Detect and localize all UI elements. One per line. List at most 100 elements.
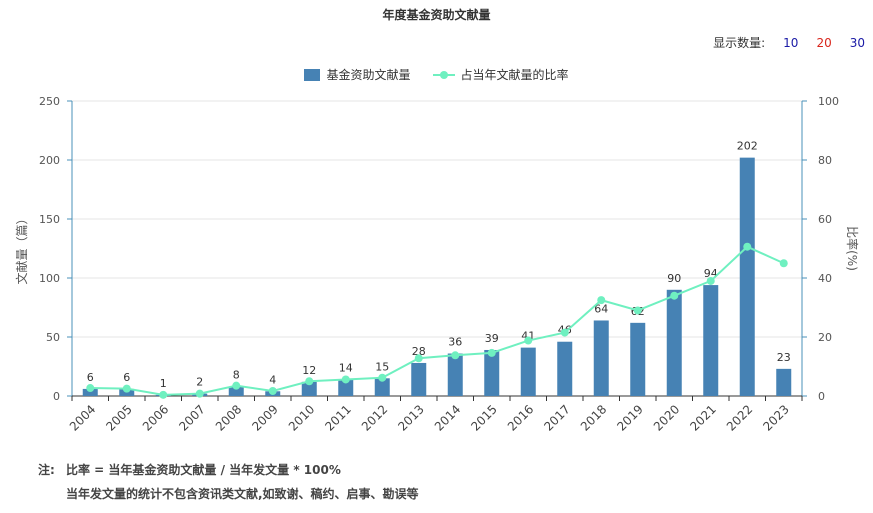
legend-bar-label: 基金资助文献量 <box>326 68 411 82</box>
notes-line-2: 当年发文量的统计不包含资讯类文献,如致谢、稿约、启事、勘误等 <box>66 487 419 501</box>
x-tick-label: 2023 <box>760 402 791 433</box>
bar-value-label: 8 <box>233 369 240 382</box>
ratio-point <box>341 375 350 384</box>
display-count-option-30[interactable]: 30 <box>849 35 865 50</box>
bar-value-label: 90 <box>667 272 681 285</box>
ratio-point <box>487 348 496 357</box>
x-tick-label: 2008 <box>213 402 244 433</box>
bar-value-label: 14 <box>339 361 353 374</box>
x-tick-label: 2005 <box>103 402 134 433</box>
y-tick-label: 50 <box>46 331 60 344</box>
ratio-point <box>560 328 569 337</box>
x-tick-label: 2022 <box>724 402 755 433</box>
ratio-point <box>414 354 423 363</box>
ratio-point <box>633 306 642 315</box>
bar <box>739 157 755 396</box>
bar-value-label: 6 <box>87 371 94 384</box>
y-tick-label: 0 <box>53 390 60 403</box>
bar-value-label: 28 <box>412 345 426 358</box>
ratio-point <box>743 242 752 251</box>
y-tick-label: 100 <box>39 272 60 285</box>
notes-line-1: 比率 = 当年基金资助文献量 / 当年发文量 * 100% <box>66 463 341 477</box>
chart-legend: 基金资助文献量 占当年文献量的比率 <box>0 66 873 83</box>
legend-item-bar[interactable]: 基金资助文献量 <box>304 66 411 83</box>
y-tick-label: 200 <box>39 154 60 167</box>
x-tick-label: 2021 <box>687 402 718 433</box>
bar <box>301 381 317 396</box>
legend-item-line[interactable]: 占当年文献量的比率 <box>432 66 569 83</box>
y2-tick-label: 60 <box>818 213 832 226</box>
bar-value-label: 39 <box>485 332 499 345</box>
bar <box>447 353 463 396</box>
x-tick-label: 2018 <box>578 402 609 433</box>
bar <box>776 368 792 396</box>
display-count-option-20[interactable]: 20 <box>816 35 832 50</box>
ratio-point <box>779 259 788 268</box>
ratio-point <box>232 381 241 390</box>
y2-tick-label: 80 <box>818 154 832 167</box>
x-tick-label: 2006 <box>140 402 171 433</box>
x-tick-label: 2017 <box>541 402 572 433</box>
x-tick-label: 2004 <box>67 402 98 433</box>
bar-value-label: 2 <box>196 376 203 389</box>
ratio-point <box>86 384 95 393</box>
ratio-point <box>706 276 715 285</box>
x-tick-label: 2011 <box>322 402 353 433</box>
display-count-option-10[interactable]: 10 <box>783 35 799 50</box>
bar-value-label: 6 <box>123 371 130 384</box>
y2-tick-label: 0 <box>818 390 825 403</box>
y-axis-title: 文献量（篇） <box>14 212 29 284</box>
ratio-line <box>90 245 785 396</box>
ratio-point <box>524 336 533 345</box>
bar-value-label: 36 <box>448 336 462 349</box>
bar <box>82 388 98 396</box>
y-tick-label: 150 <box>39 213 60 226</box>
ratio-point <box>597 296 606 305</box>
y2-tick-label: 100 <box>818 95 839 108</box>
ratio-point <box>670 291 679 300</box>
x-tick-label: 2009 <box>249 402 280 433</box>
chart-notes: 注: 比率 = 当年基金资助文献量 / 当年发文量 * 100% 当年发文量的统… <box>38 458 419 506</box>
y2-axis-title: 比率(%) <box>845 226 860 271</box>
bar-value-label: 202 <box>737 140 758 153</box>
display-count-label: 显示数量: <box>713 36 766 50</box>
bar-value-label: 4 <box>269 373 276 386</box>
ratio-point <box>159 390 168 399</box>
y-tick-label: 250 <box>39 95 60 108</box>
legend-line-label: 占当年文献量的比率 <box>460 68 569 82</box>
bar-value-label: 23 <box>777 351 791 364</box>
ratio-point <box>122 384 131 393</box>
bar <box>411 362 427 396</box>
ratio-point <box>451 351 460 360</box>
bar-value-label: 64 <box>594 302 608 315</box>
bar-value-label: 1 <box>160 377 167 390</box>
bar <box>630 322 646 396</box>
bar-value-label: 15 <box>375 360 389 373</box>
bar <box>374 378 390 396</box>
x-tick-label: 2013 <box>395 402 426 433</box>
ratio-point <box>268 386 277 395</box>
legend-bar-swatch <box>304 68 321 81</box>
y2-tick-label: 40 <box>818 272 832 285</box>
bar-value-label: 12 <box>302 364 316 377</box>
y2-tick-label: 20 <box>818 331 832 344</box>
notes-prefix: 注: <box>38 463 55 477</box>
bar <box>557 341 573 396</box>
x-tick-label: 2014 <box>432 402 463 433</box>
x-tick-label: 2016 <box>505 402 536 433</box>
bar <box>703 285 719 396</box>
x-tick-label: 2012 <box>359 402 390 433</box>
bar <box>666 289 682 396</box>
bar <box>593 320 609 396</box>
x-tick-label: 2015 <box>468 402 499 433</box>
bar <box>228 386 244 396</box>
ratio-point <box>305 377 314 386</box>
x-tick-label: 2010 <box>286 402 317 433</box>
bar <box>520 347 536 396</box>
ratio-point <box>378 373 387 382</box>
chart-title: 年度基金资助文献量 <box>382 8 491 22</box>
bar <box>484 349 500 396</box>
ratio-point <box>195 389 204 398</box>
display-count-selector: 显示数量: 10 20 30 <box>713 34 865 51</box>
